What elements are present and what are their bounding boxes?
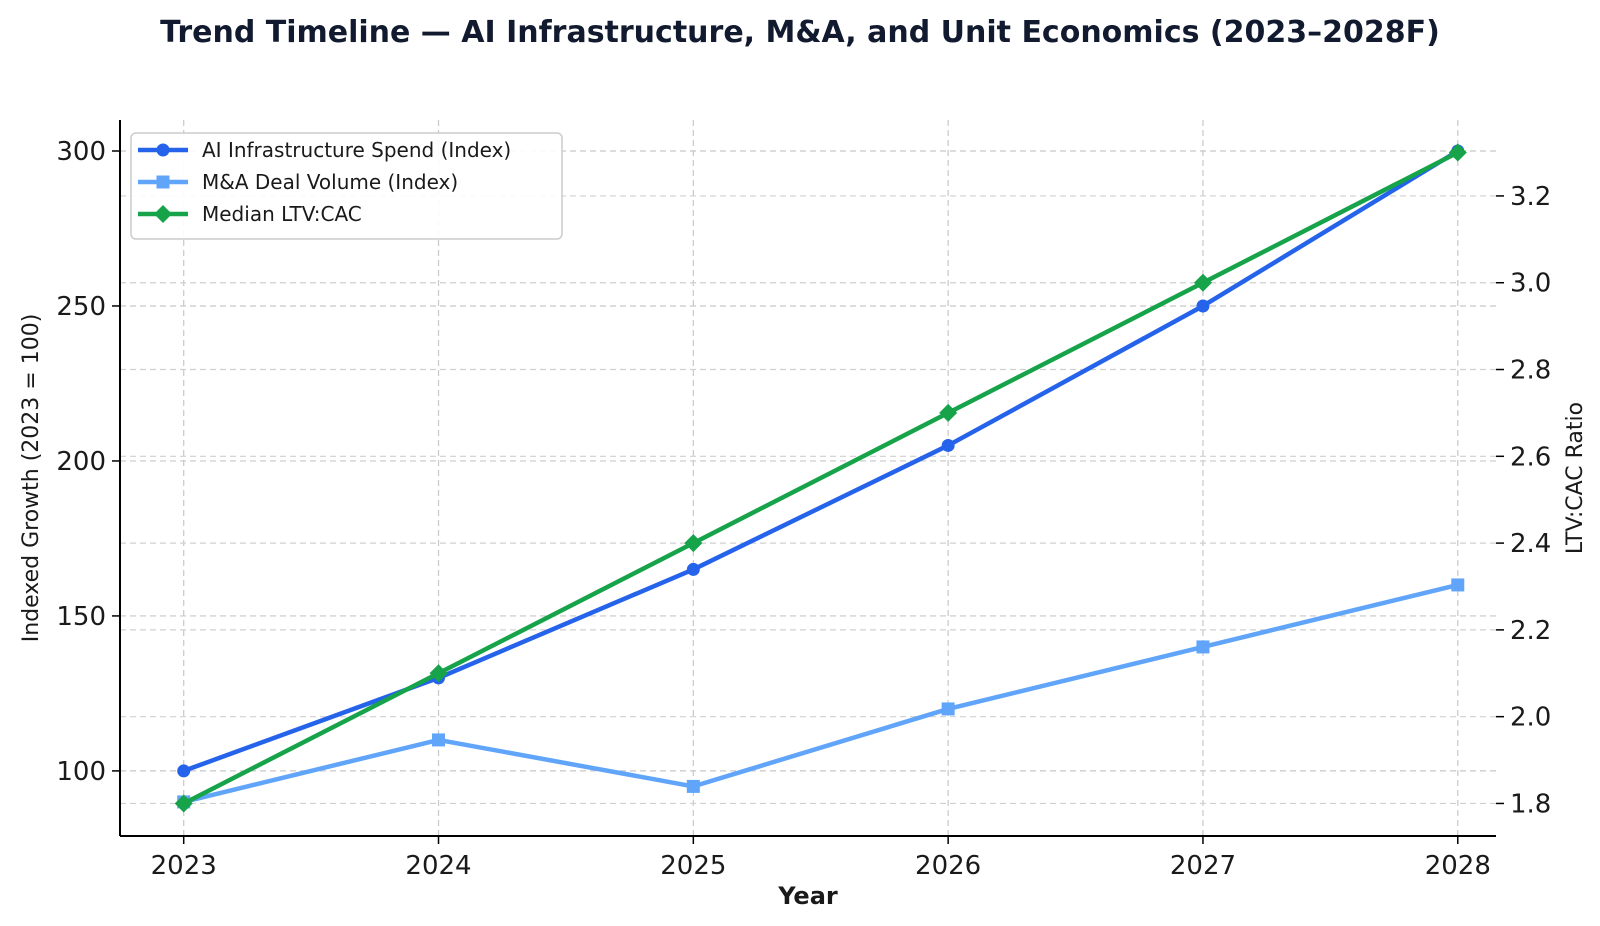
- legend-entry: Median LTV:CAC: [138, 202, 362, 226]
- y2-tick-label: 2.6: [1510, 442, 1551, 472]
- data-point: [1448, 143, 1467, 162]
- data-point: [1451, 578, 1465, 592]
- data-point: [432, 733, 446, 747]
- data-point: [686, 779, 700, 793]
- y2-tick-label: 2.4: [1510, 529, 1551, 559]
- data-point: [686, 562, 700, 576]
- y2-axis-label: LTV:CAC Ratio: [1563, 402, 1588, 554]
- y2-tick-label: 2.0: [1510, 703, 1551, 733]
- data-point: [941, 438, 955, 452]
- legend-swatch-marker: [156, 143, 170, 157]
- series-layer: [174, 143, 1467, 813]
- y-tick-label: 200: [56, 447, 106, 477]
- legend-label: AI Infrastructure Spend (Index): [202, 138, 511, 162]
- y-tick-label: 100: [56, 757, 106, 787]
- series-line: [182, 150, 1459, 806]
- data-point: [939, 403, 958, 422]
- legend-entry: AI Infrastructure Spend (Index): [138, 138, 511, 162]
- legend-entry: M&A Deal Volume (Index): [138, 170, 458, 194]
- data-point: [177, 764, 191, 778]
- data-point: [1193, 273, 1212, 292]
- x-tick-label: 2028: [1425, 851, 1491, 881]
- x-tick-label: 2026: [915, 851, 981, 881]
- y-tick-label: 150: [56, 602, 106, 632]
- legend: AI Infrastructure Spend (Index) M&A Deal …: [130, 132, 563, 240]
- data-point: [684, 534, 703, 553]
- y-tick-label: 250: [56, 292, 106, 322]
- data-point: [429, 664, 448, 683]
- x-tick-label: 2024: [405, 851, 471, 881]
- data-point: [1196, 640, 1210, 654]
- y2-tick-label: 2.8: [1510, 356, 1551, 386]
- y-tick-label: 300: [56, 137, 106, 167]
- data-point: [941, 702, 955, 716]
- y2-tick-label: 3.2: [1510, 182, 1551, 212]
- x-ticks: 2023 2024 2025 2026 2027 2028: [151, 836, 1491, 881]
- series-median-ltv-cac: [174, 143, 1467, 813]
- legend-label: M&A Deal Volume (Index): [202, 170, 458, 194]
- series-m-a-deal-volume-index: [177, 578, 1465, 809]
- chart-title: Trend Timeline — AI Infrastructure, M&A,…: [160, 15, 1440, 50]
- legend-label: Median LTV:CAC: [202, 202, 362, 226]
- series-line: [183, 582, 1459, 805]
- legend-swatch-marker: [156, 175, 170, 189]
- y2-tick-label: 2.2: [1510, 616, 1551, 646]
- right-y-ticks: 1.8 2.0 2.2 2.4 2.6 2.8 3.0 3.2: [1496, 182, 1551, 819]
- left-y-ticks: 100 150 200 250 300: [56, 137, 120, 787]
- data-point: [1196, 299, 1210, 313]
- x-tick-label: 2025: [660, 851, 726, 881]
- data-point: [174, 794, 193, 813]
- y2-tick-label: 1.8: [1510, 789, 1551, 819]
- y2-tick-label: 3.0: [1510, 269, 1551, 299]
- y-axis-label: Indexed Growth (2023 = 100): [19, 314, 44, 643]
- legend-swatch-marker: [154, 205, 172, 223]
- x-axis-label: Year: [777, 882, 838, 910]
- legend-box: [130, 132, 563, 240]
- x-tick-label: 2023: [151, 851, 217, 881]
- x-tick-label: 2027: [1170, 851, 1236, 881]
